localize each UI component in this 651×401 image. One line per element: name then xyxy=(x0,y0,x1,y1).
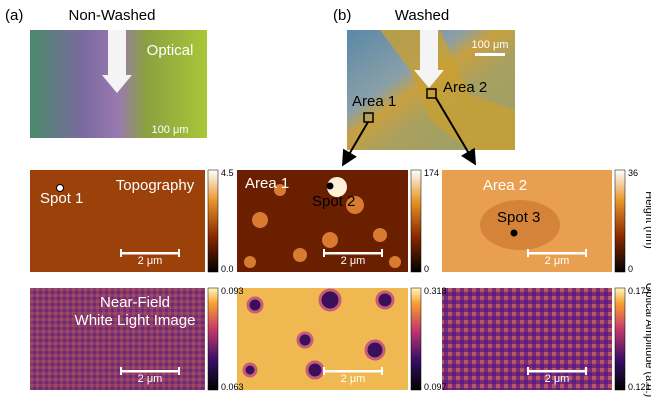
scale-label: 2 μm xyxy=(138,255,163,267)
image-label: Topography xyxy=(116,177,195,194)
colorbar-min: 0.097 xyxy=(424,382,447,392)
colorbar xyxy=(411,170,421,272)
scale-bar-end xyxy=(381,249,383,257)
image-label: Area 1 xyxy=(245,175,289,192)
colorbar-min: 0 xyxy=(628,264,633,274)
area-label: Area 1 xyxy=(352,93,396,110)
colorbar-max: 4.5 xyxy=(221,168,234,178)
colorbar-max: 0.093 xyxy=(221,286,244,296)
colorbar xyxy=(615,288,625,390)
colorbar-max: 174 xyxy=(424,168,439,178)
scale-bar-end xyxy=(585,249,587,257)
scale-bar-end xyxy=(527,249,529,257)
colorbar xyxy=(615,170,625,272)
scale-label: 2 μm xyxy=(138,373,163,385)
colorbar-max: 0.177 xyxy=(628,286,651,296)
axis-label: Optical Amplitude (a.u.) xyxy=(643,283,651,397)
scale-label: 2 μm xyxy=(341,373,366,385)
panel-title: Washed xyxy=(395,7,449,24)
figure: (a) Non-Washed (b) Washed Optical 100 μm… xyxy=(0,0,651,401)
image-label: Optical xyxy=(147,42,194,59)
image-label: White Light Image xyxy=(75,312,196,329)
scale-bar xyxy=(475,53,505,56)
image-label: Near-Field xyxy=(100,294,170,311)
axis-label: Height (nm) xyxy=(643,191,651,248)
colorbar xyxy=(208,170,218,272)
image-label: Area 2 xyxy=(483,177,527,194)
spot xyxy=(511,230,518,237)
scale-bar xyxy=(155,138,185,141)
panel-label: (a) xyxy=(5,7,23,24)
scale-label: 100 μm xyxy=(152,124,189,136)
scale-label: 100 μm xyxy=(472,39,509,51)
area-label: Area 2 xyxy=(443,79,487,96)
colorbar-min: 0.0 xyxy=(221,264,234,274)
scale-bar-end xyxy=(178,249,180,257)
scale-bar-end xyxy=(527,367,529,375)
colorbar-min: 0.063 xyxy=(221,382,244,392)
spot-label: Spot 2 xyxy=(312,193,355,210)
panel-label: (b) xyxy=(333,7,351,24)
scale-bar-end xyxy=(323,367,325,375)
colorbar-min: 0 xyxy=(424,264,429,274)
colorbar-max: 36 xyxy=(628,168,638,178)
spot-label: Spot 3 xyxy=(497,209,540,226)
colorbar xyxy=(208,288,218,390)
colorbar-max: 0.318 xyxy=(424,286,447,296)
panel-title: Non-Washed xyxy=(69,7,156,24)
scale-label: 2 μm xyxy=(545,255,570,267)
colorbar xyxy=(411,288,421,390)
colorbar-min: 0.121 xyxy=(628,382,651,392)
scale-label: 2 μm xyxy=(545,373,570,385)
spot xyxy=(327,183,334,190)
scale-bar-end xyxy=(323,249,325,257)
scale-bar-end xyxy=(120,367,122,375)
scale-label: 2 μm xyxy=(341,255,366,267)
scale-bar-end xyxy=(381,367,383,375)
spot-label: Spot 1 xyxy=(40,190,83,207)
scale-bar-end xyxy=(120,249,122,257)
scale-bar-end xyxy=(585,367,587,375)
scale-bar-end xyxy=(178,367,180,375)
